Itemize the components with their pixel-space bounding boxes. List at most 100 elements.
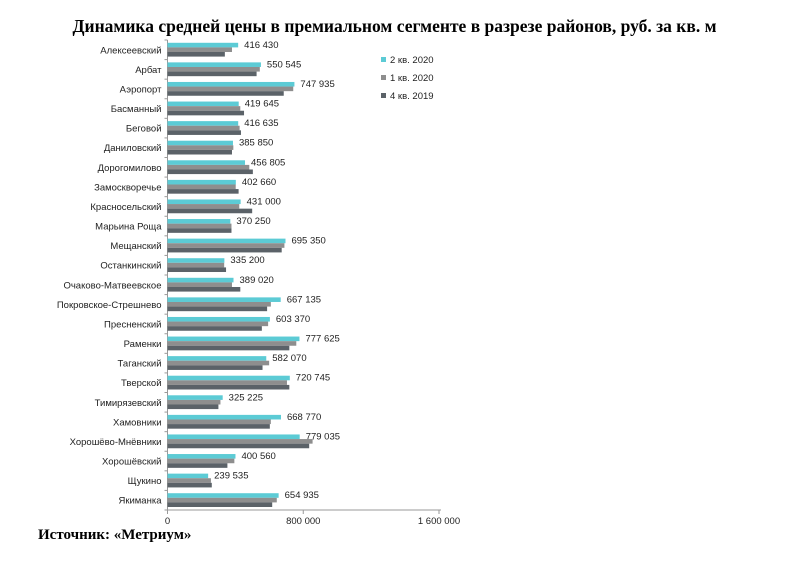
bar-1-кв--2020 [167, 184, 236, 190]
data-label: 431 000 [247, 196, 281, 207]
bar-4-кв--2019 [167, 345, 290, 351]
bar-4-кв--2019 [167, 91, 284, 96]
bar-4-кв--2019 [167, 326, 262, 331]
bar-1-кв--2020 [167, 419, 271, 425]
bar-2-кв--2020 [167, 160, 246, 165]
bar-4-кв--2019 [167, 149, 232, 155]
category-label: Арбат [135, 65, 162, 76]
category-label: Беговой [126, 124, 162, 135]
bar-4-кв--2019 [167, 384, 290, 390]
data-label: 416 635 [244, 118, 278, 129]
bar-1-кв--2020 [167, 223, 232, 229]
bar-2-кв--2020 [167, 336, 300, 342]
bar-1-кв--2020 [167, 243, 285, 248]
category-label: Останкинский [100, 261, 161, 272]
bar-4-кв--2019 [167, 71, 257, 77]
bar-4-кв--2019 [167, 51, 225, 57]
bar-2-кв--2020 [167, 258, 225, 263]
bar-1-кв--2020 [167, 360, 270, 366]
legend-swatch [381, 75, 386, 80]
data-label: 654 935 [285, 490, 319, 501]
bar-4-кв--2019 [167, 286, 241, 292]
category-label: Тимирязевский [95, 398, 162, 409]
bar-1-кв--2020 [167, 145, 234, 150]
bar-2-кв--2020 [167, 375, 290, 381]
bar-1-кв--2020 [167, 164, 250, 170]
category-label: Алексеевский [100, 45, 161, 56]
bar-1-кв--2020 [167, 301, 271, 307]
bar-4-кв--2019 [167, 502, 273, 508]
bar-2-кв--2020 [167, 454, 236, 459]
bar-2-кв--2020 [167, 316, 270, 322]
bar-2-кв--2020 [167, 238, 286, 244]
data-label: 239 535 [214, 471, 248, 482]
data-label: 667 135 [287, 294, 321, 305]
category-label: Замоскворечье [94, 182, 161, 193]
data-label: 582 070 [272, 353, 306, 364]
bar-4-кв--2019 [167, 404, 219, 410]
data-label: 389 020 [240, 275, 274, 286]
bar-4-кв--2019 [167, 247, 282, 253]
category-label: Мещанский [110, 241, 161, 252]
legend-label: 2 кв. 2020 [390, 55, 434, 66]
category-label: Басманный [111, 104, 162, 115]
data-label: 550 545 [267, 59, 301, 70]
data-label: 419 645 [245, 99, 279, 110]
category-label: Щукино [128, 476, 162, 487]
category-label: Пресненский [104, 319, 161, 330]
bar-1-кв--2020 [167, 497, 277, 503]
category-label: Даниловский [104, 143, 162, 154]
bar-1-кв--2020 [167, 86, 294, 92]
bar-1-кв--2020 [167, 106, 241, 111]
legend-swatch [381, 93, 386, 98]
x-tick-label: 800 000 [286, 516, 320, 527]
data-label: 335 200 [230, 255, 264, 266]
data-label: 779 035 [306, 431, 340, 442]
bar-1-кв--2020 [167, 399, 221, 405]
data-label: 747 935 [300, 79, 334, 90]
bar-1-кв--2020 [167, 262, 225, 268]
bar-1-кв--2020 [167, 439, 313, 444]
bar-2-кв--2020 [167, 356, 267, 361]
bar-4-кв--2019 [167, 267, 227, 273]
bar-2-кв--2020 [167, 414, 281, 420]
bar-2-кв--2020 [167, 473, 209, 479]
data-label: 720 745 [296, 373, 330, 384]
bar-1-кв--2020 [167, 125, 240, 131]
bar-1-кв--2020 [167, 204, 240, 209]
data-label: 777 625 [305, 334, 339, 345]
data-label: 325 225 [229, 392, 263, 403]
bar-2-кв--2020 [167, 395, 223, 400]
bar-4-кв--2019 [167, 443, 310, 449]
legend-swatch [381, 57, 386, 62]
bar-4-кв--2019 [167, 208, 253, 214]
bar-1-кв--2020 [167, 47, 232, 52]
data-label: 695 350 [291, 236, 325, 247]
bar-4-кв--2019 [167, 463, 228, 468]
bar-1-кв--2020 [167, 66, 260, 72]
bar-1-кв--2020 [167, 458, 235, 464]
category-label: Раменки [124, 339, 162, 350]
data-label: 668 770 [287, 412, 321, 423]
category-label: Красносельский [90, 202, 161, 213]
x-tick-label: 0 [165, 516, 170, 527]
category-label: Тверской [121, 378, 162, 389]
category-label: Очаково-Матвеевское [63, 280, 161, 291]
data-label: 400 560 [241, 451, 275, 462]
bar-4-кв--2019 [167, 365, 263, 370]
bar-4-кв--2019 [167, 228, 232, 233]
bar-2-кв--2020 [167, 297, 281, 302]
data-label: 385 850 [239, 138, 273, 149]
bar-4-кв--2019 [167, 306, 268, 312]
bar-2-кв--2020 [167, 179, 236, 185]
bar-4-кв--2019 [167, 130, 241, 135]
category-label: Покровское-Стрешнево [57, 300, 162, 311]
category-label: Якиманка [118, 496, 162, 507]
bar-1-кв--2020 [167, 341, 297, 346]
legend-label: 4 кв. 2019 [390, 91, 434, 102]
bar-2-кв--2020 [167, 140, 233, 146]
category-label: Марьина Роща [95, 222, 162, 233]
bar-1-кв--2020 [167, 478, 211, 483]
bar-2-кв--2020 [167, 199, 241, 205]
